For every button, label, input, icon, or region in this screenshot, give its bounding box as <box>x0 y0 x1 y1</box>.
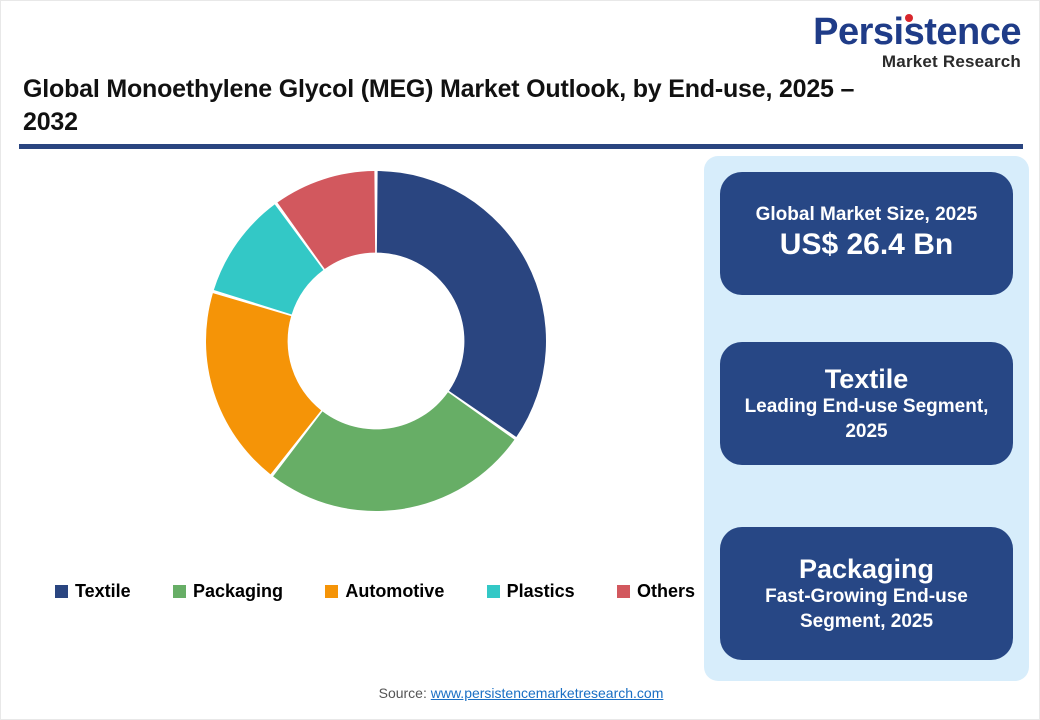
donut-chart-svg <box>206 171 546 511</box>
stat-card-caption: Leading End-use Segment, 2025 <box>744 396 989 442</box>
title-divider <box>19 144 1023 149</box>
stat-card-caption: Fast-Growing End-use Segment, 2025 <box>765 586 968 632</box>
donut-chart <box>15 153 691 553</box>
stat-card-value: Textile <box>824 363 909 394</box>
stat-card-value: Packaging <box>798 553 935 584</box>
donut-slice <box>213 204 324 315</box>
stat-card-value: US$ 26.4 Bn <box>779 228 954 262</box>
source-prefix: Source: <box>378 685 431 701</box>
legend-swatch-icon <box>172 585 186 598</box>
legend-swatch-icon <box>325 585 339 598</box>
donut-slice <box>277 171 376 269</box>
legend-item: Textile <box>55 581 131 602</box>
brand-logo-subtitle: Market Research <box>881 52 1021 71</box>
chart-area: Textile Packaging Automotive Plastics Ot… <box>15 153 695 653</box>
legend-swatch-icon <box>486 585 500 598</box>
highlights-panel: Global Market Size, 2025 US$ 26.4 Bn Tex… <box>704 156 1029 681</box>
legend-item: Automotive <box>325 581 444 602</box>
page-title: Global Monoethylene Glycol (MEG) Market … <box>23 75 855 136</box>
legend-item: Others <box>616 581 695 602</box>
donut-slice <box>376 171 546 437</box>
legend-item-label: Textile <box>75 581 131 601</box>
legend-swatch-icon <box>55 585 68 598</box>
brand-logo: Persistence Market Research <box>781 13 1021 70</box>
logo-dot-icon <box>905 14 914 22</box>
brand-logo-word-text: Persistence <box>813 11 1021 53</box>
legend-item-label: Others <box>636 581 695 601</box>
brand-logo-wordmark: Persistence <box>813 13 1021 51</box>
source-link[interactable]: www.persistencemarketresearch.com <box>430 685 664 701</box>
chart-legend: Textile Packaging Automotive Plastics Ot… <box>55 581 695 602</box>
legend-item-label: Plastics <box>506 581 575 601</box>
donut-slice-group <box>206 171 546 511</box>
legend-item: Packaging <box>172 581 284 602</box>
stat-card-leading-segment: Textile Leading End-use Segment, 2025 <box>720 342 1013 465</box>
stat-card-market-size: Global Market Size, 2025 US$ 26.4 Bn <box>720 172 1013 295</box>
legend-item-label: Automotive <box>345 581 445 601</box>
source-line: Source: www.persistencemarketresearch.co… <box>1 685 1040 701</box>
legend-item: Plastics <box>486 581 575 602</box>
legend-swatch-icon <box>616 585 630 598</box>
stat-card-caption: Global Market Size, 2025 <box>755 204 978 226</box>
stat-card-fast-growing-segment: Packaging Fast-Growing End-use Segment, … <box>720 527 1013 660</box>
legend-item-label: Packaging <box>192 581 284 601</box>
donut-slice <box>206 293 322 475</box>
donut-slice <box>273 392 515 511</box>
